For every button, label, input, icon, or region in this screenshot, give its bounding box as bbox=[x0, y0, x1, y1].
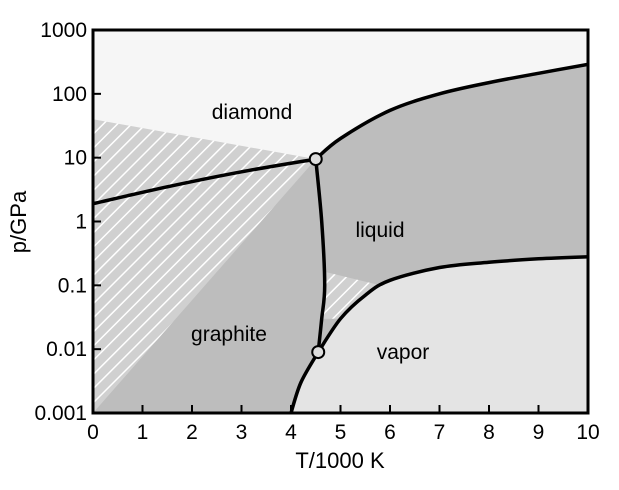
x-tick-label: 1 bbox=[137, 421, 149, 444]
hatched-metastable-liquid bbox=[322, 272, 381, 319]
x-tick-label: 2 bbox=[186, 421, 198, 444]
liquid-region bbox=[315, 64, 588, 353]
x-tick-label: 4 bbox=[285, 421, 297, 444]
x-tick-label: 0 bbox=[87, 421, 99, 444]
boundary-diamond-liquid bbox=[314, 62, 588, 161]
boundary-graphite-diamond bbox=[93, 157, 318, 206]
y-tick-label: 0.1 bbox=[58, 274, 87, 297]
x-tick-label: 5 bbox=[335, 421, 347, 444]
boundary-graphite-vapor bbox=[289, 350, 320, 413]
region-label-vapor: vapor bbox=[377, 341, 430, 364]
y-tick-label: 100 bbox=[52, 83, 87, 106]
triple-point-marker bbox=[308, 152, 323, 167]
x-tick-label: 6 bbox=[384, 421, 396, 444]
y-tick-label: 1000 bbox=[40, 19, 87, 42]
x-tick-label: 9 bbox=[533, 421, 545, 444]
x-tick-label: 3 bbox=[236, 421, 248, 444]
plot-area bbox=[93, 30, 588, 413]
boundary-graphite-liquid bbox=[314, 157, 327, 354]
x-tick-label: 10 bbox=[576, 421, 599, 444]
region-label-graphite: graphite bbox=[191, 323, 267, 346]
x-tick-label: 8 bbox=[483, 421, 495, 444]
y-tick-label: 0.01 bbox=[46, 338, 87, 361]
x-tick-label: 7 bbox=[434, 421, 446, 444]
triple-point-marker bbox=[311, 345, 326, 360]
y-tick-label: 0.001 bbox=[34, 402, 87, 425]
x-axis-title: T/1000 K bbox=[295, 448, 385, 473]
boundary-liquid-vapor bbox=[316, 255, 588, 354]
y-tick-label: 1 bbox=[75, 211, 87, 234]
y-axis-title: p/GPa bbox=[6, 190, 31, 253]
region-label-liquid: liquid bbox=[355, 219, 404, 242]
region-label-diamond: diamond bbox=[212, 101, 293, 124]
y-tick-label: 10 bbox=[64, 147, 87, 170]
